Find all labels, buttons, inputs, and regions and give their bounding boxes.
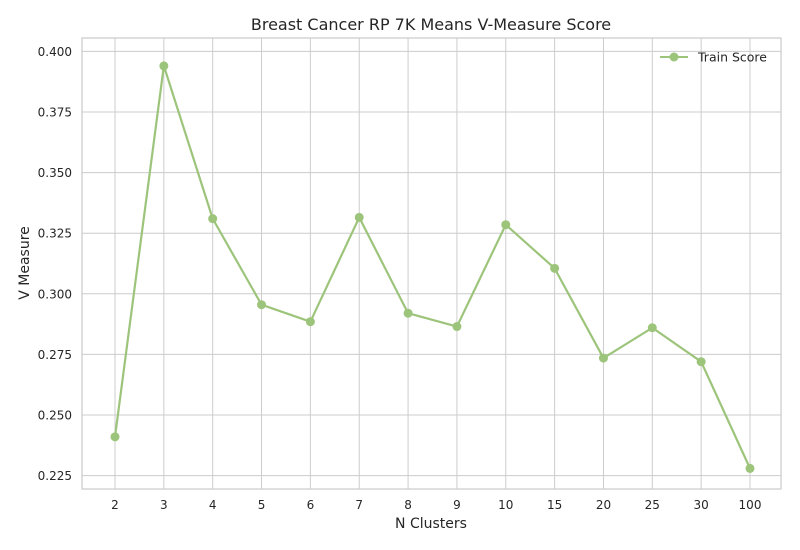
y-tick-label: 0.400 [38,45,72,59]
y-tick-label: 0.300 [38,287,72,301]
y-tick-label: 0.375 [38,105,72,119]
x-tick-labels: 2 3 4 5 6 7 8 9 10 15 20 25 30 100 [111,498,761,512]
legend-marker-swatch [669,52,679,62]
x-tick-label: 3 [160,498,168,512]
data-point [208,214,218,224]
data-point [550,263,560,273]
data-point [501,220,511,230]
data-point [159,61,169,71]
x-tick-label: 7 [355,498,363,512]
chart-title: Breast Cancer RP 7K Means V-Measure Scor… [251,15,611,34]
y-tick-label: 0.325 [38,227,72,241]
data-point [696,357,706,367]
series-line [113,64,752,469]
grid-layer [82,38,781,489]
legend-label: Train Score [697,50,767,65]
data-point [354,212,364,222]
data-point [305,317,315,327]
legend: Train Score [660,50,767,65]
y-tick-label: 0.225 [38,469,72,483]
x-tick-label: 20 [596,498,611,512]
x-tick-label: 10 [498,498,513,512]
x-tick-label: 6 [307,498,315,512]
x-tick-label: 2 [111,498,119,512]
x-axis-label: N Clusters [395,516,467,532]
x-tick-label: 15 [547,498,562,512]
x-tick-label: 9 [453,498,461,512]
data-point [403,308,413,318]
data-point [598,353,608,363]
x-tick-label: 4 [209,498,217,512]
plot-frame [81,37,782,490]
data-point [452,322,462,332]
x-tick-label: 30 [694,498,709,512]
data-point [257,300,267,310]
y-tick-label: 0.350 [38,166,72,180]
x-tick-label: 8 [404,498,412,512]
x-tick-label: 5 [258,498,266,512]
y-tick-labels: 0.225 0.250 0.275 0.300 0.325 0.350 0.375 0.400 [38,45,72,483]
y-axis-label: V Measure [17,226,33,300]
y-tick-label: 0.275 [38,348,72,362]
data-point [647,323,657,333]
x-tick-label: 25 [645,498,660,512]
x-tick-label: 100 [739,498,762,512]
data-point [110,432,120,442]
data-point [745,463,755,473]
series-layer [110,61,755,473]
y-tick-label: 0.250 [38,409,72,423]
